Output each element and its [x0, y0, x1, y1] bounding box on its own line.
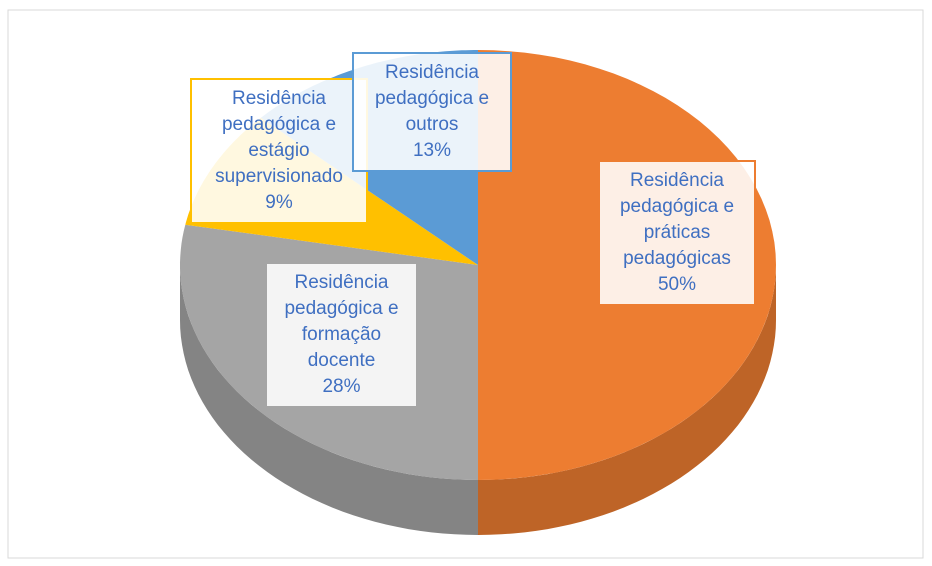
category-label: Residência pedagógica e práticas pedagóg… — [619, 170, 735, 269]
value-label: 50% — [657, 274, 697, 295]
data-label: Residência pedagógica e práticas pedagóg… — [598, 160, 756, 306]
slice-side — [478, 265, 776, 535]
chart-frame — [7, 9, 924, 559]
category-label: Residência pedagógica e estágio supervis… — [215, 88, 343, 187]
category-label: Residência pedagógica e outros — [374, 62, 490, 135]
value-label: 13% — [412, 140, 452, 161]
data-label: Residência pedagógica e estágio supervis… — [190, 78, 368, 224]
value-label: 28% — [322, 376, 361, 397]
slice-side — [180, 265, 478, 535]
data-label: Residência pedagógica e outros 13% — [352, 52, 512, 172]
value-label: 9% — [265, 192, 293, 213]
category-label: Residência pedagógica e formação docente — [284, 272, 399, 371]
data-label: Residência pedagógica e formação docente… — [265, 262, 418, 408]
